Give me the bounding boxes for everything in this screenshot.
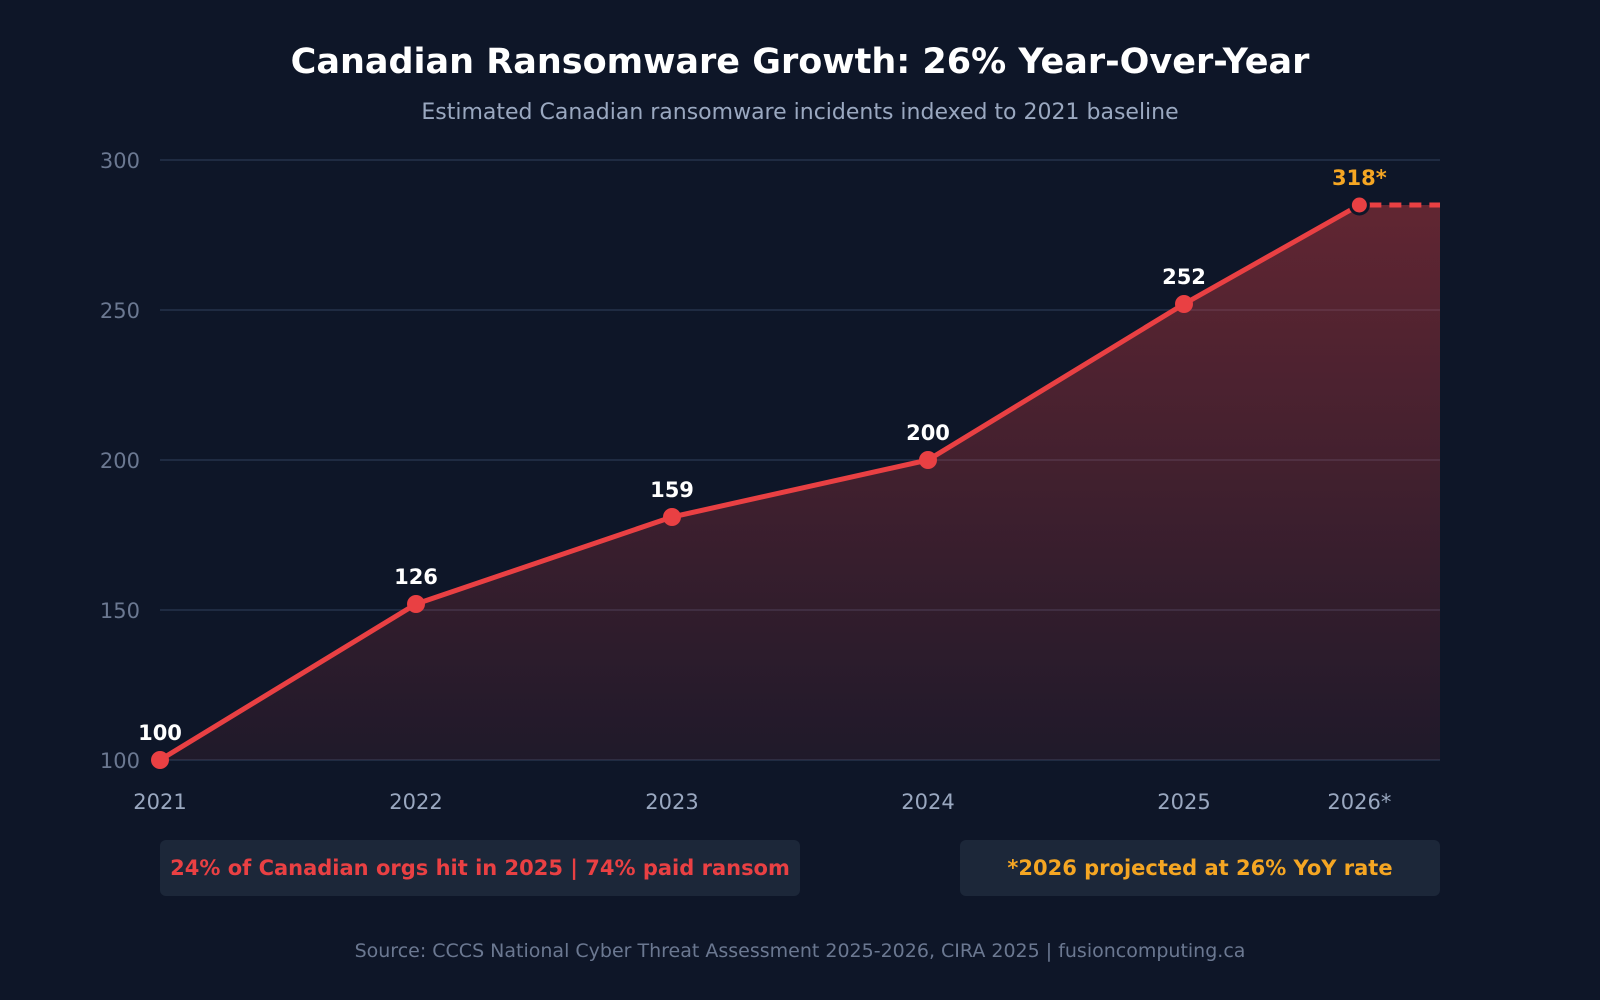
y-tick-label: 200: [100, 449, 140, 473]
data-label: 318*: [1332, 166, 1387, 190]
stat-callout: 24% of Canadian orgs hit in 2025 | 74% p…: [160, 840, 800, 896]
data-point: [151, 751, 169, 769]
area-fill: [160, 205, 1440, 760]
series-line: [158, 202, 1361, 763]
x-tick-label: 2024: [901, 790, 954, 814]
data-label: 200: [906, 421, 950, 445]
x-tick-label: 2023: [645, 790, 698, 814]
x-tick-label: 2021: [133, 790, 186, 814]
y-tick-label: 100: [100, 749, 140, 773]
projection-note: *2026 projected at 26% YoY rate: [960, 840, 1440, 896]
chart-title: Canadian Ransomware Growth: 26% Year-Ove…: [290, 42, 1310, 82]
data-label: 159: [650, 478, 694, 502]
x-tick-label: 2025: [1157, 790, 1210, 814]
data-point: [919, 451, 937, 469]
data-label: 100: [138, 721, 182, 745]
data-point: [663, 508, 681, 526]
y-tick-label: 250: [100, 299, 140, 323]
data-label: 126: [394, 565, 438, 589]
x-tick-label: 2022: [389, 790, 442, 814]
x-tick-label: 2026*: [1327, 790, 1391, 814]
projection-note-text: *2026 projected at 26% YoY rate: [1007, 856, 1393, 880]
data-point: [1348, 194, 1370, 216]
chart-subtitle: Estimated Canadian ransomware incidents …: [421, 100, 1179, 125]
data-point: [1175, 295, 1193, 313]
data-label: 252: [1162, 265, 1206, 289]
data-point: [407, 595, 425, 613]
y-tick-label: 300: [100, 149, 140, 173]
source-note: Source: CCCS National Cyber Threat Asses…: [354, 940, 1246, 962]
y-tick-label: 150: [100, 599, 140, 623]
stat-callout-text: 24% of Canadian orgs hit in 2025 | 74% p…: [170, 856, 790, 880]
